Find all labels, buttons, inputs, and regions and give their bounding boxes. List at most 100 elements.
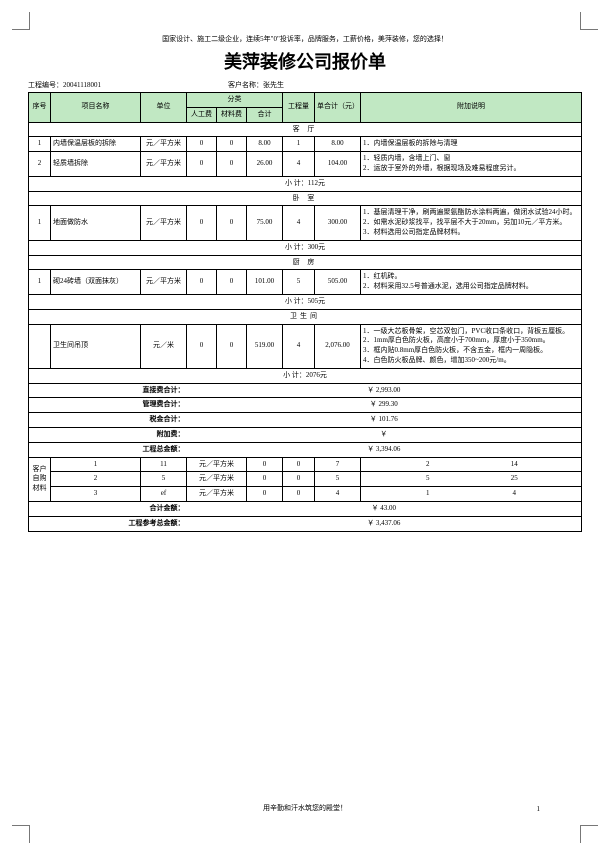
cell: 2 — [29, 152, 51, 177]
meta-row: 工程编号：20041118001 客户名称：张先生 — [28, 80, 582, 90]
cell: 0 — [283, 472, 315, 487]
cell: 3 — [51, 487, 141, 502]
cell: ￥ 3,437.06 — [187, 516, 582, 531]
cell: 附加费： — [29, 427, 187, 442]
cell: 元／平方米 — [141, 206, 187, 240]
cell: 0 — [187, 324, 217, 368]
cell: 内墙保温层板的拆除 — [51, 137, 141, 152]
cust-label: 客户名称： — [228, 81, 263, 89]
proj-no: 20041118001 — [63, 81, 101, 89]
th-material: 材料费 — [217, 107, 247, 122]
crop-mark — [12, 825, 30, 843]
total-row: 税金合计：￥ 101.76 — [29, 413, 582, 428]
table-row: 2 轻质墙拆除 元／平方米 0 0 26.00 4 104.00 1．轻质内墙，… — [29, 152, 582, 177]
cell: 工程总金额： — [29, 442, 187, 457]
cell: 5 — [283, 270, 315, 295]
section-header: 厨 房 — [29, 255, 582, 270]
proj-label: 工程编号： — [28, 81, 63, 89]
total-row: 直接费合计：￥ 2,993.00 — [29, 383, 582, 398]
th-item: 项目名称 — [51, 93, 141, 123]
cell: 合计金额： — [29, 501, 187, 516]
th-sum: 合计 — [247, 107, 283, 122]
cell: 工程参考总金额： — [29, 516, 187, 531]
subtotal-row: 小 计：300元 — [29, 240, 582, 255]
cell: 地面做防水 — [51, 206, 141, 240]
cell: 14 — [471, 460, 557, 470]
cell: 税金合计： — [29, 413, 187, 428]
footer-text: 用辛勤和汗水筑您的殿堂！ — [0, 803, 610, 813]
cell: 0 — [247, 457, 283, 472]
cell: 元／米 — [141, 324, 187, 368]
cell: ￥ 3,394.06 — [187, 442, 582, 457]
cell: 26.00 — [247, 152, 283, 177]
cell: 0 — [217, 152, 247, 177]
cell: 1．内墙保温层板的拆除与清理 — [361, 137, 582, 152]
cell: 300.00 — [315, 206, 361, 240]
cell: 客户自购材料 — [29, 457, 51, 501]
total-row: 附加费：￥ — [29, 427, 582, 442]
cell: ￥ 43.00 — [187, 501, 582, 516]
total-row: 工程参考总金额：￥ 3,437.06 — [29, 516, 582, 531]
cell: 4 — [315, 487, 361, 502]
cell: 元／平方米 — [187, 472, 247, 487]
cell: ef — [141, 487, 187, 502]
cell: 0 — [217, 206, 247, 240]
cell: 管理费合计： — [29, 398, 187, 413]
page: 国家设计、施工二级企业，连续5年"0"投诉率，品牌服务，工薪价格，美萍装修，您的… — [0, 0, 610, 855]
cell: 4 — [283, 152, 315, 177]
cell: 104.00 — [315, 152, 361, 177]
cell: 轻质墙拆除 — [51, 152, 141, 177]
table-row: 2 5 元／平方米 0 0 5 525 — [29, 472, 582, 487]
total-row: 管理费合计：￥ 299.30 — [29, 398, 582, 413]
cell: 2,076.00 — [315, 324, 361, 368]
cell: 101.00 — [247, 270, 283, 295]
th-qty: 工程量 — [283, 93, 315, 123]
cell: 519.00 — [247, 324, 283, 368]
cell: 0 — [217, 137, 247, 152]
table-row: 1 地面做防水 元／平方米 0 0 75.00 4 300.00 1．基层清理干… — [29, 206, 582, 240]
th-cat: 分类 — [187, 93, 283, 108]
cell: 4 — [471, 489, 557, 499]
page-title: 美萍装修公司报价单 — [28, 48, 582, 74]
cell: 0 — [217, 324, 247, 368]
table-row: 客户自购材料 1 11 元／平方米 0 0 7 214 — [29, 457, 582, 472]
cell: 75.00 — [247, 206, 283, 240]
cell: ￥ — [187, 427, 582, 442]
th-seq: 序号 — [29, 93, 51, 123]
cell: 505.00 — [315, 270, 361, 295]
cell: 元／平方米 — [141, 152, 187, 177]
cell: 1 — [51, 457, 141, 472]
crop-mark — [12, 12, 30, 30]
th-subtotal: 单合计（元） — [315, 93, 361, 123]
cell: 0 — [187, 206, 217, 240]
cell: 1 — [29, 206, 51, 240]
th-note: 附加说明 — [361, 93, 582, 123]
subtotal-row: 小 计：112元 — [29, 176, 582, 191]
section-header: 客 厅 — [29, 122, 582, 137]
crop-mark — [580, 12, 598, 30]
cell: 1 — [385, 489, 471, 499]
section-header: 卫生间 — [29, 309, 582, 324]
table-row: 1 内墙保温层板的拆除 元／平方米 0 0 8.00 1 8.00 1．内墙保温… — [29, 137, 582, 152]
cell: 7 — [315, 457, 361, 472]
cell: 8.00 — [247, 137, 283, 152]
table-row: 卫生间吊顶 元／米 0 0 519.00 4 2,076.00 1．一级大芯板骨… — [29, 324, 582, 368]
cell: 0 — [187, 152, 217, 177]
page-number: 1 — [537, 805, 541, 813]
cell: 0 — [247, 487, 283, 502]
cell: 4 — [283, 206, 315, 240]
table-row: 3 ef 元／平方米 0 0 4 14 — [29, 487, 582, 502]
cust-name: 张先生 — [263, 81, 284, 89]
cell: 0 — [283, 457, 315, 472]
cell: 1 — [29, 137, 51, 152]
cell: 1 — [29, 270, 51, 295]
cell: 8.00 — [315, 137, 361, 152]
cell: 0 — [283, 487, 315, 502]
cell: 元／平方米 — [187, 487, 247, 502]
section-header: 卧 室 — [29, 191, 582, 206]
header-row: 序号 项目名称 单位 分类 工程量 单合计（元） 附加说明 — [29, 93, 582, 108]
cell: ￥ 2,993.00 — [187, 383, 582, 398]
cell — [29, 324, 51, 368]
th-unit: 单位 — [141, 93, 187, 123]
cell: 直接费合计： — [29, 383, 187, 398]
